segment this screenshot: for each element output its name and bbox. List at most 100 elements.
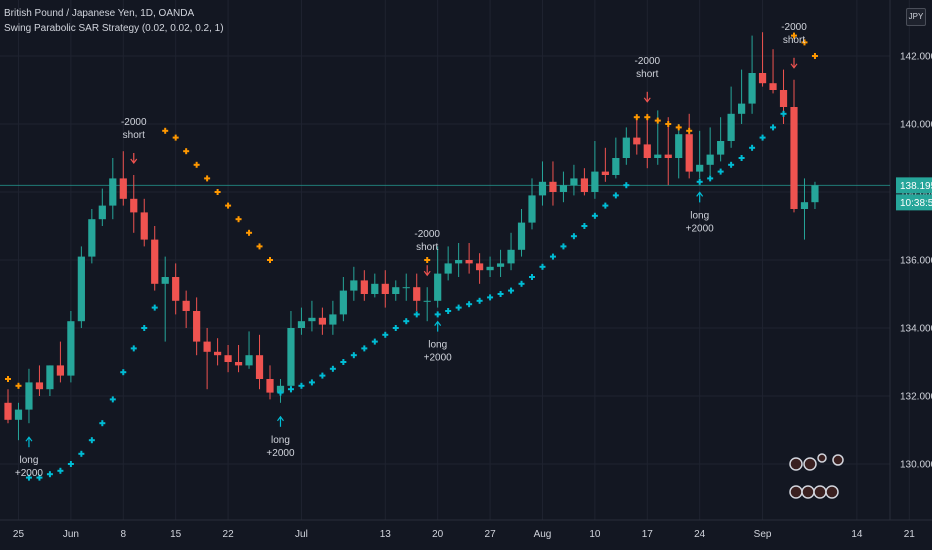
candle-body (507, 249, 515, 264)
sar-dot-short (635, 114, 638, 121)
candle-body (182, 300, 190, 311)
candle-body (287, 328, 295, 386)
short-label: short (416, 242, 438, 253)
candle-body (800, 202, 809, 209)
candle-body (633, 137, 641, 145)
long-label: long (271, 435, 290, 446)
currency-badge[interactable]: JPY (906, 8, 926, 26)
time-tick-label: Sep (754, 529, 772, 540)
candle-body (234, 362, 243, 366)
sar-dot-long (541, 263, 544, 270)
candle-body (675, 134, 683, 158)
sar-dot-long (38, 474, 41, 481)
price-tick-label: 130.000 (900, 460, 932, 471)
sar-dot-long (551, 253, 554, 260)
sar-dot-long (698, 178, 701, 185)
candle-body (130, 198, 138, 213)
sar-dot-long (709, 175, 712, 182)
candle-body (151, 239, 159, 284)
sar-dot-long (489, 294, 492, 301)
sar-dot-long (279, 389, 282, 396)
candle-body (434, 273, 442, 301)
candle-body (119, 178, 127, 199)
long-arrow-head-icon (696, 191, 704, 197)
sar-dot-long (101, 420, 104, 427)
time-tick-label: Jul (295, 529, 308, 540)
candle-body (67, 321, 75, 376)
candle-body (4, 402, 12, 420)
sar-dot-short (206, 175, 209, 182)
sar-dot-long (468, 301, 471, 308)
candle-body (476, 263, 484, 271)
candle-body (664, 154, 672, 158)
candle-body (318, 317, 326, 325)
candle-body (161, 277, 169, 284)
candle-body (528, 195, 536, 223)
long-arrow-head-icon (277, 415, 284, 422)
sar-dot-long (352, 352, 355, 359)
sar-dot-long (321, 372, 324, 379)
long-label: long (428, 340, 447, 351)
indicator-title[interactable]: Swing Parabolic SAR Strategy (0.02, 0.02… (4, 23, 224, 34)
long-arrow-head-icon (434, 320, 442, 326)
trade-annotations: long +2000 -2000 short long +2000 -2000 short lo… (15, 22, 807, 479)
sar-dot-short (195, 161, 198, 168)
candle-body (203, 341, 211, 352)
candle-body (339, 290, 347, 315)
time-tick-label: 27 (485, 529, 497, 540)
sar-dot-long (289, 386, 292, 393)
price-axis[interactable]: 130.000132.000134.000136.000138.000140.0… (896, 52, 932, 471)
candle-body (423, 300, 431, 302)
candle-body (88, 219, 96, 257)
candle-body (738, 103, 746, 114)
sar-dot-short (793, 32, 795, 39)
sar-dot-short (269, 257, 271, 263)
short-label: -2000 (634, 56, 660, 67)
long-label: +2000 (15, 468, 44, 479)
sar-dot-short (667, 121, 670, 127)
price-tick-label: 132.000 (900, 392, 932, 403)
sar-dot-long (436, 311, 439, 318)
sar-dot-long (761, 134, 764, 141)
candle-body (193, 311, 201, 342)
sar-dot-long (331, 365, 334, 372)
candle-body (360, 280, 368, 294)
sar-dot-short (426, 257, 429, 263)
candles (4, 32, 819, 441)
candle-body (56, 365, 64, 376)
sar-dot-long (363, 345, 366, 352)
candle-body (245, 355, 253, 366)
symbol-title[interactable]: British Pound / Japanese Yen, 1D, OANDA (4, 8, 195, 19)
short-label: short (123, 130, 145, 141)
candle-body (811, 185, 819, 203)
sar-dot-long (48, 471, 51, 478)
sar-dot-short (646, 114, 649, 121)
sar-dot-long (415, 311, 418, 318)
sar-dot-long (751, 144, 754, 151)
time-tick-label: 22 (223, 529, 235, 540)
sar-dot-short (174, 134, 177, 141)
sar-dot-long (572, 233, 575, 240)
sar-dot-short (216, 189, 219, 195)
candle-body (381, 283, 389, 294)
long-label: +2000 (686, 223, 715, 234)
sar-dot-long (132, 345, 135, 352)
time-tick-label: 8 (120, 529, 126, 540)
candle-body (758, 73, 767, 84)
sar-dot-long (740, 155, 743, 161)
candle-body (496, 263, 505, 267)
short-label: -2000 (121, 117, 147, 128)
sar-dot-long (122, 369, 125, 376)
candle-body (109, 178, 117, 206)
candle-body (685, 134, 693, 172)
sar-dot-long (342, 359, 345, 365)
time-tick-label: 10 (589, 529, 601, 540)
sar-dot-short (803, 39, 806, 46)
sar-dot-long (583, 223, 586, 229)
sar-dot-long (730, 161, 733, 168)
sar-dot-short (7, 376, 9, 382)
time-tick-label: 20 (432, 529, 444, 540)
time-axis[interactable]: 25 Jun 8 15 22 Jul 13 20 27 Aug 10 17 24 Sep 14 21 (13, 529, 915, 540)
time-tick-label: 13 (380, 529, 392, 540)
